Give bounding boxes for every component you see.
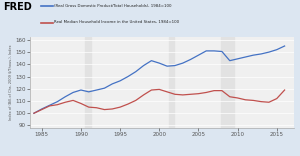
Y-axis label: Index of (Bill.of Chs. 2009 $/Thous.), Index: Index of (Bill.of Chs. 2009 $/Thous.), I… (9, 45, 13, 120)
Text: FRED: FRED (3, 2, 32, 12)
Text: (Real Gross Domestic Product/Total Households), 1984=100: (Real Gross Domestic Product/Total House… (54, 4, 172, 8)
Text: Real Median Household Income in the United States, 1984=100: Real Median Household Income in the Unit… (54, 20, 179, 24)
Bar (169, 37, 174, 128)
Bar (221, 37, 234, 128)
Bar (85, 37, 91, 128)
